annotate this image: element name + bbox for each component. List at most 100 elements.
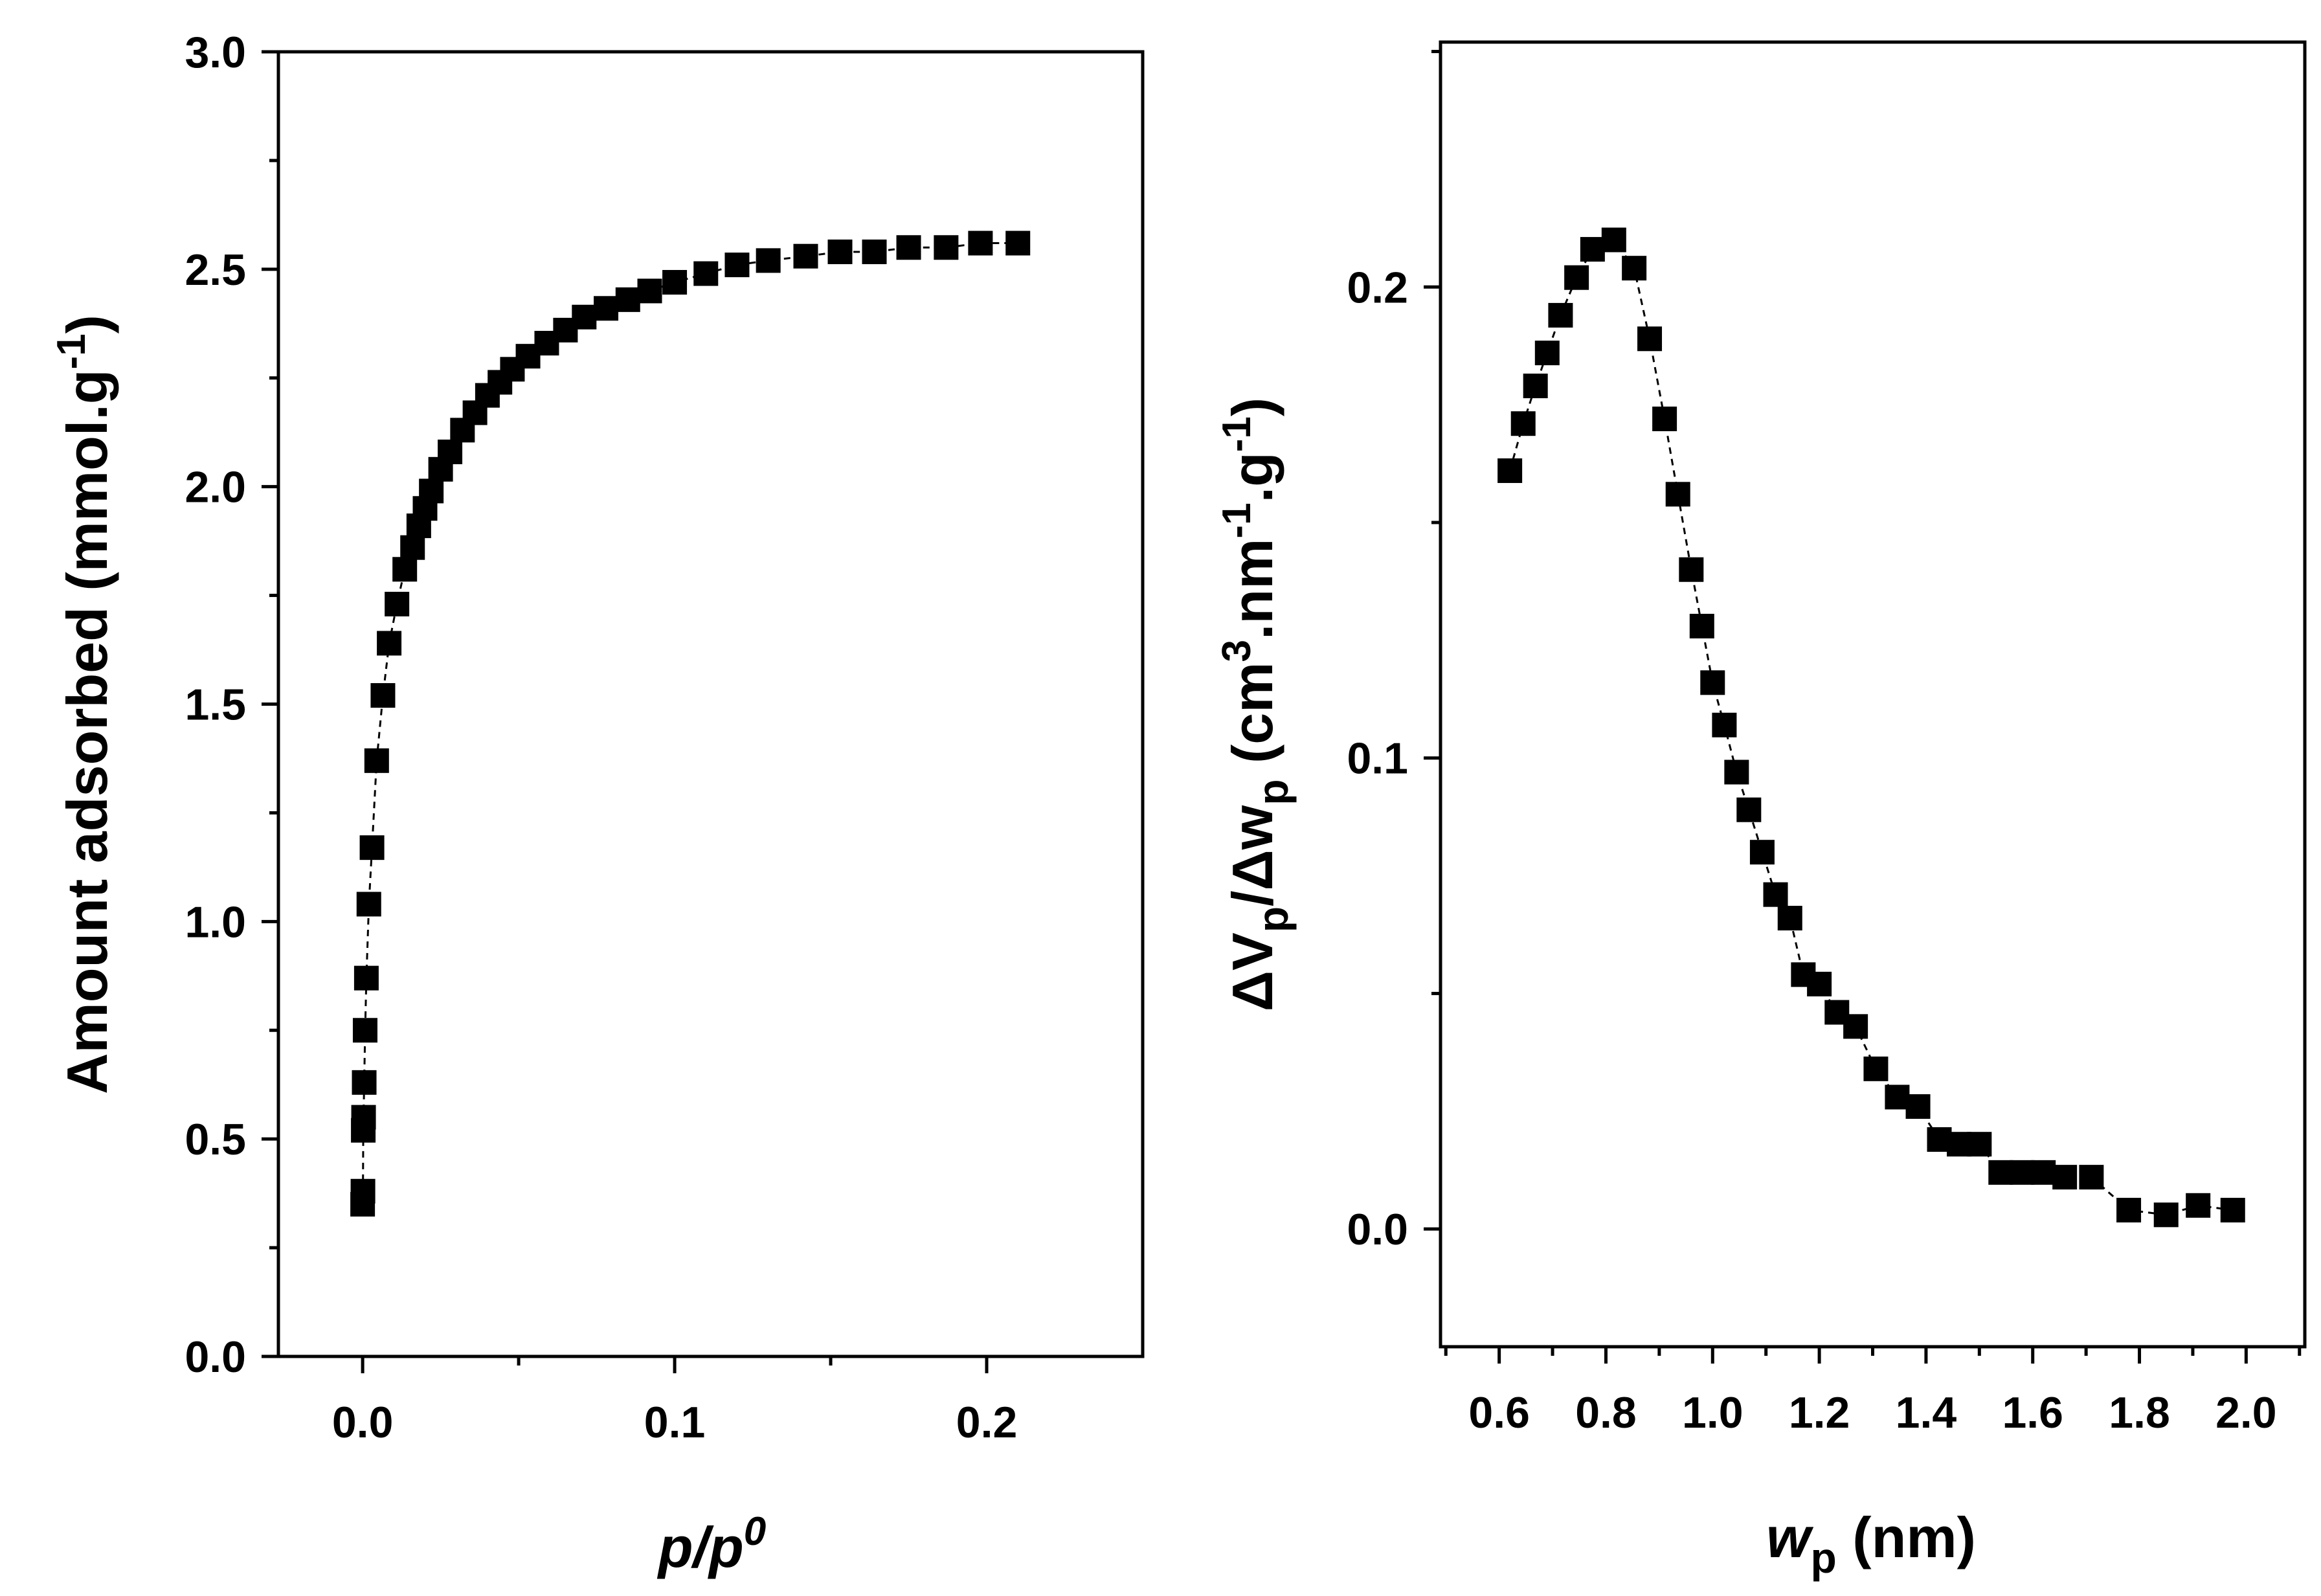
y-tick-label: 2.5: [185, 245, 246, 295]
data-point: [377, 631, 402, 656]
data-point: [1622, 256, 1647, 281]
data-point: [1679, 557, 1704, 582]
data-point: [2010, 1160, 2035, 1185]
pore-distribution-panel: 0.6 0.8 1.0 1.2 1.4 1.6 1.8 2.00.00.10.2 wp (nm…: [1215, 40, 2307, 1582]
y-title-part-4: .nm: [1220, 539, 1284, 640]
data-point: [968, 230, 993, 256]
y-title-sup-5: -1: [1215, 416, 1259, 452]
data-point: [724, 253, 750, 278]
data-point: [1967, 1132, 1992, 1157]
data-point: [438, 439, 463, 464]
data-point: [1534, 341, 1560, 366]
data-point: [896, 235, 921, 260]
y-tick-label: 0.0: [185, 1332, 246, 1382]
x-tick-label: 0.6: [1468, 1388, 1530, 1437]
y-tick-label: 0.1: [1347, 734, 1408, 783]
data-point: [419, 478, 444, 504]
data-point: [862, 239, 887, 264]
data-point: [370, 683, 396, 708]
x-title-sub: p: [1811, 1534, 1837, 1582]
data-point: [1724, 759, 1749, 785]
data-point: [2116, 1198, 2142, 1223]
data-point: [1988, 1160, 2013, 1185]
data-point: [400, 535, 425, 560]
y-tick-label: 0.0: [1347, 1205, 1408, 1254]
x-tick-label: 0.8: [1575, 1388, 1637, 1437]
data-point: [2186, 1193, 2211, 1218]
y-title-sub-1: p: [1249, 906, 1297, 932]
data-point: [934, 235, 959, 260]
data-point: [392, 557, 418, 582]
data-point: [2031, 1160, 2056, 1185]
data-point: [662, 269, 688, 295]
y-title-part-3: (cm: [1220, 662, 1284, 780]
data-point: [827, 239, 853, 264]
isotherm-x-axis-title: p/p0: [657, 1509, 766, 1579]
pore-distribution-y-axis-title: ΔVp/Δwp (cm3.nm-1.g-1): [1215, 398, 1297, 1011]
data-point: [1652, 406, 1677, 431]
data-point: [1807, 971, 1832, 996]
data-point: [572, 304, 597, 330]
data-point: [594, 296, 619, 321]
data-point: [351, 1105, 376, 1130]
data-point: [1712, 712, 1737, 737]
data-point: [352, 1018, 377, 1043]
data-point: [1863, 1056, 1889, 1081]
data-point: [1580, 237, 1605, 262]
y-tick-label: 0.5: [185, 1115, 246, 1164]
data-point: [1689, 614, 1714, 639]
y-title-close: ): [55, 315, 119, 333]
data-point: [353, 965, 379, 991]
data-point: [1843, 1014, 1868, 1039]
x-tick-label: 1.0: [1682, 1388, 1744, 1437]
data-point: [793, 243, 818, 269]
data-point: [352, 1070, 377, 1095]
data-point: [2153, 1202, 2179, 1228]
data-point: [1564, 265, 1589, 290]
pore-distribution-plot-frame: [1439, 40, 2307, 1349]
x-tick-label: 1.2: [1789, 1388, 1850, 1437]
data-point: [2079, 1165, 2104, 1190]
data-point: [350, 1178, 376, 1204]
y-title-sup: -1: [49, 333, 94, 369]
data-point: [364, 748, 389, 773]
data-point: [1885, 1085, 1910, 1110]
y-title-sup-4: -1: [1215, 502, 1259, 538]
data-point: [1736, 797, 1762, 822]
data-point: [1510, 411, 1536, 436]
data-point: [1777, 906, 1802, 931]
data-point: [637, 278, 662, 304]
isotherm-panel: 0.0 0.1 0.2 0.0 0.5 1.0 1.5 2.0 2.5 3.0 p/p0 Amou…: [49, 28, 1145, 1579]
pore-distribution-x-axis-title: wp (nm): [1766, 1505, 1976, 1582]
data-point: [1763, 882, 1788, 907]
y-title-sup-3: 3: [1215, 640, 1259, 662]
data-point: [756, 248, 781, 273]
data-point: [1665, 482, 1690, 507]
data-point: [693, 261, 719, 286]
x-tick-label: 1.6: [2002, 1388, 2063, 1437]
data-point: [359, 835, 385, 860]
y-tick-label: 1.0: [185, 897, 246, 947]
data-point: [1005, 230, 1031, 256]
isotherm-y-axis-title: Amount adsorbed (mmol.g-1): [49, 315, 119, 1094]
y-title-part-5: .g: [1220, 452, 1284, 502]
y-title-main: Amount adsorbed (mmol.g: [55, 369, 119, 1094]
x-title-base: w: [1766, 1505, 1814, 1569]
data-point: [1601, 227, 1626, 253]
y-title-part-6: ): [1220, 398, 1284, 416]
y-tick-label: 3.0: [185, 28, 246, 77]
x-tick-label: 1.4: [1896, 1388, 1957, 1437]
x-tick-label: 1.8: [2109, 1388, 2170, 1437]
x-title-unit: (nm): [1837, 1505, 1976, 1569]
data-point: [1905, 1094, 1931, 1119]
data-point: [1548, 302, 1573, 328]
x-tick-label: 0.0: [332, 1398, 394, 1447]
data-point: [1523, 374, 1548, 399]
y-title-sub-2: p: [1249, 779, 1297, 805]
data-point: [1749, 840, 1775, 865]
y-tick-label: 1.5: [185, 680, 246, 730]
data-point: [385, 592, 410, 617]
x-tick-label: 0.1: [644, 1398, 706, 1447]
data-point: [1497, 458, 1523, 483]
